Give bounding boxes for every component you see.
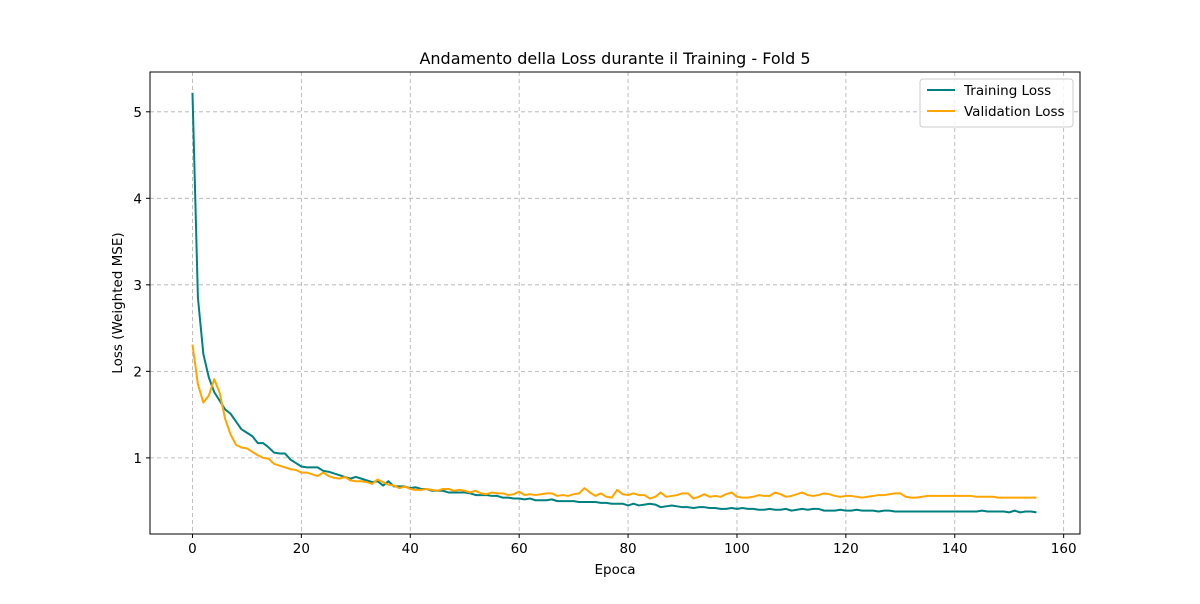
x-tick-label: 140 — [942, 541, 968, 557]
x-tick-label: 100 — [724, 541, 750, 557]
legend: Training Loss Validation Loss — [919, 78, 1074, 128]
x-tick-label: 0 — [188, 541, 197, 557]
chart-title: Andamento della Loss durante il Training… — [419, 49, 810, 68]
y-axis-ticks: 1 2 3 4 5 — [133, 105, 150, 467]
x-tick-label: 40 — [402, 541, 419, 557]
validation-loss-line — [191, 344, 1037, 500]
y-tick-label: 5 — [133, 105, 142, 121]
y-tick-label: 1 — [133, 451, 142, 467]
grid — [150, 72, 1080, 534]
legend-label-training: Training Loss — [963, 83, 1051, 99]
x-tick-label: 160 — [1051, 541, 1077, 557]
x-axis-ticks: 0 20 40 60 80 100 120 140 160 — [188, 534, 1077, 557]
y-tick-label: 4 — [133, 191, 142, 207]
training-loss-line — [191, 92, 1037, 514]
x-tick-label: 80 — [619, 541, 636, 557]
axes-frame — [149, 71, 1081, 535]
x-axis-label: Epoca — [594, 562, 635, 578]
y-tick-label: 3 — [133, 278, 142, 294]
x-tick-label: 120 — [833, 541, 859, 557]
x-tick-label: 20 — [293, 541, 310, 557]
y-tick-label: 2 — [133, 364, 142, 380]
x-tick-label: 60 — [511, 541, 528, 557]
plot-lines — [191, 92, 1037, 514]
y-axis-label: Loss (Weighted MSE) — [110, 232, 126, 373]
legend-box — [919, 78, 1074, 128]
legend-label-validation: Validation Loss — [964, 104, 1065, 120]
